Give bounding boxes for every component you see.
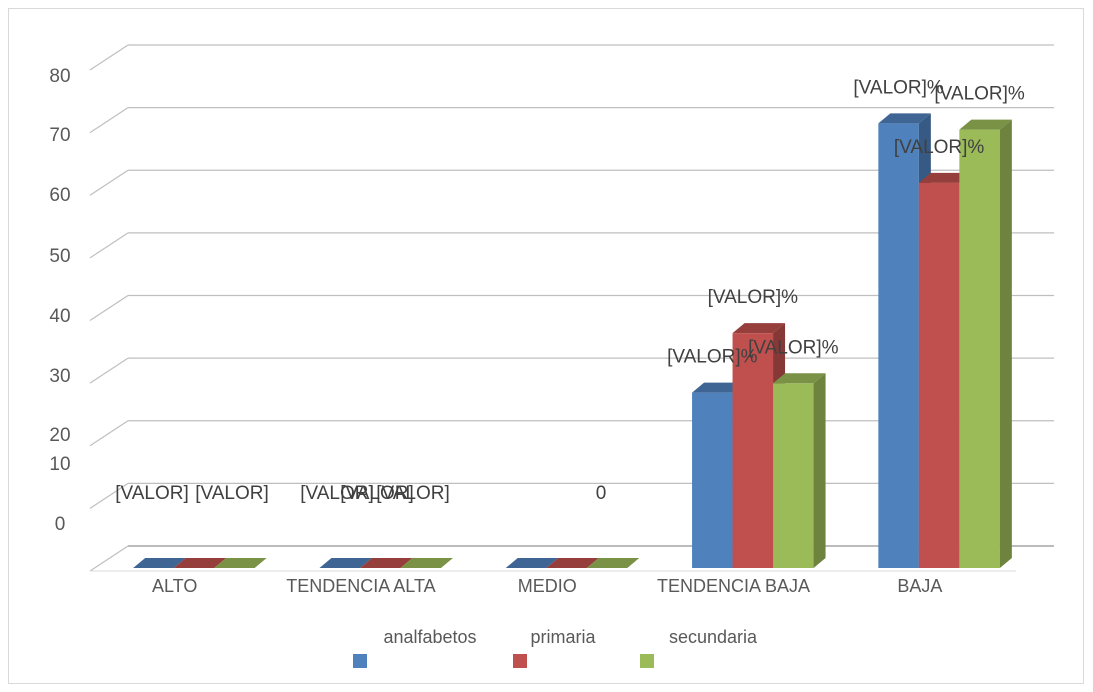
legend-key-primaria: [513, 654, 527, 668]
bar-top: [319, 558, 372, 568]
gridline-depth: [89, 294, 129, 322]
chart-frame: 0 10 20 30 40 50 60 70 80 [VALOR] [VALOR] [VALOR]%[…: [8, 8, 1084, 684]
x-tick-label: TENDENCIA BAJA: [657, 576, 810, 596]
legend-label-primaria: primaria: [530, 627, 596, 647]
bar-top: [214, 558, 267, 568]
bar-top: [505, 558, 559, 568]
bar-primaria-3: [732, 333, 774, 568]
y-tick-label: 60: [49, 185, 70, 206]
y-tick-label: 50: [49, 246, 70, 267]
data-label: [VALOR]%: [748, 337, 839, 358]
bar-top: [732, 323, 786, 334]
bar-top: [400, 558, 453, 568]
gridline-depth: [89, 482, 129, 509]
bar-top: [959, 119, 1012, 130]
data-label: [VALOR]: [376, 483, 450, 504]
bar-analfabetos-4: [878, 123, 919, 569]
bar-top: [878, 113, 931, 124]
x-tick-label: ALTO: [152, 576, 197, 596]
bar-top: [133, 558, 186, 568]
gridline-depth: [89, 545, 129, 572]
data-label: 0: [596, 483, 607, 504]
data-label: [VALOR]%: [708, 287, 799, 308]
gridline-depth: [89, 232, 129, 259]
y-tick-label: 30: [49, 366, 70, 387]
legend-label-analfabetos: analfabetos: [383, 627, 476, 647]
data-label: [VALOR]: [300, 483, 374, 504]
x-tick-label: MEDIO: [518, 576, 577, 596]
y-tick-label: 70: [49, 125, 70, 146]
data-label: [VALOR]%: [853, 77, 944, 98]
gridline-depth: [89, 107, 129, 134]
bar-top: [773, 373, 826, 384]
y-tick-label: 10: [49, 454, 70, 475]
bar-top: [546, 558, 599, 568]
legend-key-secundaria: [640, 654, 654, 668]
y-tick-label: 20: [49, 425, 70, 446]
bar-top: [359, 558, 413, 568]
x-tick-label: BAJA: [897, 576, 942, 596]
bar-secundaria-3: [773, 383, 814, 568]
y-tick-label: 80: [49, 66, 70, 87]
bar-top: [586, 558, 640, 568]
bar-secundaria-4: [959, 129, 1000, 568]
x-tick-label: TENDENCIA ALTA: [286, 576, 435, 596]
data-label: [VALOR]%: [667, 347, 758, 368]
y-tick-label: 40: [49, 306, 70, 327]
bar-analfabetos-3: [692, 392, 733, 568]
bar-primaria-4: [918, 182, 960, 568]
gridline-depth: [89, 44, 129, 71]
data-label: [VALOR]%: [934, 84, 1025, 105]
gridline-depth: [89, 169, 129, 196]
data-label: [VALOR]: [115, 483, 189, 504]
legend-label-secundaria: secundaria: [669, 627, 758, 647]
y-tick-label: 0: [55, 514, 66, 535]
data-label: [VALOR]: [195, 483, 269, 504]
bar-top: [692, 382, 745, 393]
bar-top: [918, 172, 972, 183]
gridline-depth: [89, 420, 129, 447]
gridline-depth: [89, 357, 129, 384]
bar-side: [999, 119, 1012, 568]
bar-side: [813, 373, 826, 568]
bar-top: [173, 558, 227, 568]
data-label: [VALOR]: [340, 483, 414, 504]
legend-key-analfabetos: [353, 654, 367, 668]
data-label: [VALOR]%: [894, 137, 985, 158]
